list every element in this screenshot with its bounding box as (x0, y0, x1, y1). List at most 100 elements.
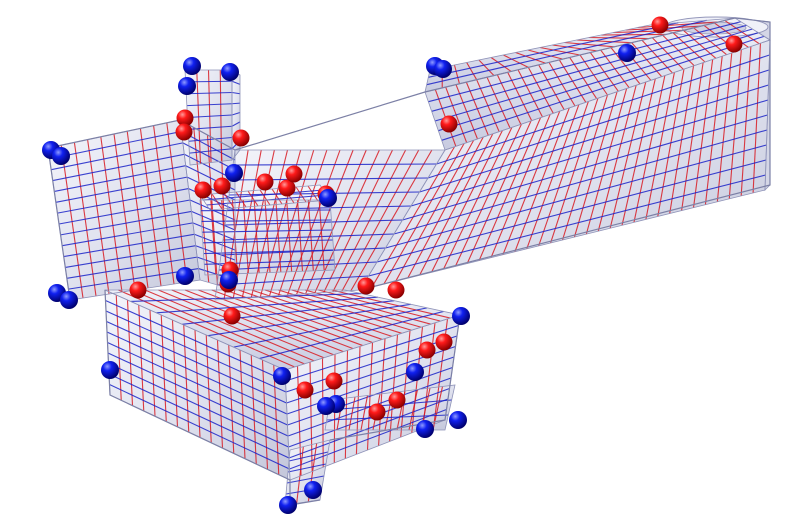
arm-back-upright-red-line (453, 64, 460, 84)
arm-top-face (425, 18, 770, 150)
boss-top-grid (203, 185, 327, 210)
flange-lower-blue-line (328, 399, 452, 411)
singularity-red-marker (175, 123, 193, 141)
singularity-blue-marker (221, 63, 239, 81)
boss-front-red-line (221, 199, 228, 275)
box-front-blue-line (289, 408, 447, 470)
silhouette-edge (104, 289, 321, 506)
box-top-red-line (211, 289, 363, 347)
singularity-red-marker (725, 35, 743, 53)
boss-front-red-line (210, 199, 217, 275)
left-plate-side-blue-line (182, 142, 236, 171)
boss-front-outline (199, 199, 336, 276)
left-plate-face-blue-line (52, 153, 185, 182)
foot-front-blue-line (286, 475, 325, 484)
box-left-grid (105, 294, 290, 475)
boss-front-red-line (307, 199, 314, 271)
post-side-blue-line (231, 121, 241, 127)
left-plate-face-blue-line (49, 130, 182, 160)
arm-back-upright-red-line (515, 51, 546, 64)
left-plate-side-blue-line (191, 210, 236, 231)
box-top-red-line (318, 289, 441, 322)
post-side-blue-line (231, 102, 241, 105)
box-top-red-line (131, 289, 305, 365)
singularity-red-marker (278, 179, 296, 197)
arm-slope-blue-line (436, 54, 770, 165)
singularity-red-marker (325, 372, 343, 390)
left-plate-face-blue-line (60, 210, 192, 236)
arm-slope-blue-line (393, 129, 768, 235)
box-left-blue-line (108, 363, 289, 448)
boss-top-red-line (259, 189, 271, 206)
arm-back-upright-blue-line (428, 22, 679, 78)
left-plate-face-blue-line (51, 142, 183, 171)
box-left-blue-line (106, 320, 287, 404)
left-plate-face-blue-line (68, 268, 199, 290)
flange-lower-red-line (408, 389, 419, 431)
post-front-blue-line (189, 148, 233, 154)
boss-front-red-line (242, 199, 249, 274)
arm-back-upright-red-line (490, 57, 512, 72)
box-top-red-line (171, 289, 334, 356)
singularity-red-marker (213, 177, 231, 195)
post-front-blue-line (186, 91, 233, 95)
singularity-red-marker (223, 307, 241, 325)
singularity-red-marker (651, 16, 669, 34)
boss-front-blue-line (200, 209, 331, 212)
web-surface-blue-line (232, 163, 437, 166)
flange-lower-blue-line (326, 414, 449, 421)
singularity-red-marker (387, 281, 405, 299)
post-side-blue-line (231, 111, 241, 116)
arm-top-blue-line (438, 32, 759, 132)
boss-front-red-line (253, 199, 260, 273)
arm-slope-blue-line (385, 144, 767, 249)
left-plate-face-grid (49, 122, 199, 299)
singularity-blue-marker (279, 496, 297, 514)
box-left-blue-line (109, 384, 290, 470)
boss-top-red-line (211, 193, 223, 210)
post-front-blue-line (186, 103, 233, 107)
flange-lower-outline (324, 384, 456, 431)
arm-back-upright-red-line (466, 62, 478, 80)
arm-slope-grid (368, 43, 770, 288)
arm-top-blue-line (434, 28, 753, 122)
silhouette-edge (329, 314, 461, 441)
box-top-red-line (304, 289, 431, 325)
arm-slope-blue-line (410, 99, 769, 207)
arm-slope-blue-line (368, 174, 766, 277)
left-plate-face-blue-line (66, 256, 198, 279)
foot-front-blue-line (288, 451, 329, 462)
singularity-blue-marker (176, 267, 194, 285)
box-top-blue-line (233, 307, 428, 348)
arm-back-upright-red-line (588, 36, 649, 40)
boss-top-red-line (271, 188, 283, 205)
singularity-blue-marker (317, 397, 335, 415)
box-top-red-line (331, 289, 451, 319)
arm-top-blue-line (441, 35, 765, 141)
singularity-blue-marker (225, 164, 243, 182)
box-top-red-line (158, 289, 325, 359)
boss-front-blue-line (201, 219, 332, 222)
singularity-blue-marker (452, 307, 470, 325)
left-plate-face-blue-line (63, 233, 195, 258)
box-top-blue-line (156, 296, 378, 314)
singularity-blue-marker (101, 361, 119, 379)
box-front-blue-line (286, 356, 455, 415)
singularity-blue-marker (273, 367, 291, 385)
singularity-red-marker (435, 333, 453, 351)
singularity-red-marker (256, 173, 274, 191)
boss-front-red-line (264, 199, 271, 273)
arm-back-upright-red-line (552, 44, 598, 52)
box-left-blue-line (105, 299, 286, 382)
singularity-blue-marker (449, 411, 467, 429)
box-left-blue-line (106, 331, 288, 415)
box-top-red-line (251, 289, 393, 337)
arm-top-blue-line (428, 21, 741, 103)
box-top-blue-line (207, 303, 411, 337)
box-top-red-line (291, 289, 422, 328)
box-top-red-line (224, 289, 373, 344)
left-plate-face-blue-line (55, 176, 188, 203)
arm-top-blue-line (431, 24, 747, 112)
singularity-red-marker (368, 403, 386, 421)
singularity-blue-marker (416, 420, 434, 438)
